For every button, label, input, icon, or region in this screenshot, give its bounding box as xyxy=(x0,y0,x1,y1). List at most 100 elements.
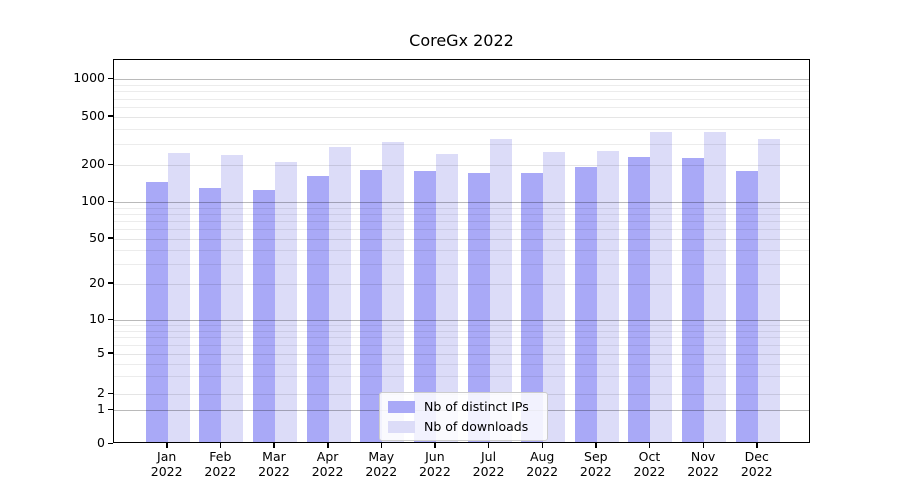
x-tick-label: Mar 2022 xyxy=(242,449,306,479)
legend-item-downloads: Nb of downloads xyxy=(388,418,539,435)
y-tick-label: 500 xyxy=(81,107,105,123)
bar-downloads xyxy=(167,152,190,442)
gridline-minor xyxy=(114,337,809,339)
bar-distinct-ips xyxy=(306,176,329,442)
gridline-mid xyxy=(114,283,809,285)
bar-downloads xyxy=(328,147,351,442)
y-tick-label: 100 xyxy=(81,193,105,208)
x-tick-mark xyxy=(166,443,168,448)
x-tick-label: Aug 2022 xyxy=(510,449,574,479)
gridline-minor xyxy=(114,91,809,93)
x-tick-year: 2022 xyxy=(526,464,559,479)
y-tick-mark xyxy=(108,392,113,395)
bar-downloads xyxy=(704,132,727,442)
bar-downloads xyxy=(650,131,673,442)
gridline-minor xyxy=(114,207,809,209)
gridline-major xyxy=(114,202,809,203)
x-tick-month: Dec xyxy=(744,449,769,464)
y-tick-mark xyxy=(108,318,113,321)
bar-distinct-ips xyxy=(735,170,758,442)
x-tick-label: Jul 2022 xyxy=(457,449,521,479)
gridline-minor xyxy=(114,263,809,265)
bar-distinct-ips xyxy=(252,190,275,442)
gridline-minor xyxy=(114,143,809,145)
x-tick-month: Mar xyxy=(262,449,286,464)
y-tick-label: 1000 xyxy=(73,70,105,86)
y-tick-mark xyxy=(108,442,113,444)
x-tick-mark xyxy=(756,443,758,448)
gridline-minor xyxy=(114,213,809,215)
y-tick-mark xyxy=(108,77,113,80)
x-tick-mark xyxy=(380,443,383,448)
x-tick-mark xyxy=(541,443,544,448)
x-tick-year: 2022 xyxy=(472,464,505,479)
bar-distinct-ips xyxy=(360,170,383,442)
chart-title: CoreGx 2022 xyxy=(409,31,514,50)
x-tick-mark xyxy=(648,443,651,448)
y-tick-label: 200 xyxy=(81,156,105,172)
x-tick-month: Oct xyxy=(638,449,661,464)
legend-label: Nb of downloads xyxy=(424,419,529,434)
gridline-minor xyxy=(114,325,809,327)
x-tick-year: 2022 xyxy=(579,464,612,479)
x-tick-month: Feb xyxy=(209,449,232,464)
x-tick-label: Feb 2022 xyxy=(188,449,252,479)
y-tick-mark xyxy=(108,408,113,411)
y-tick-mark xyxy=(108,282,113,284)
y-tick-mark xyxy=(108,237,113,239)
gridline-mid xyxy=(114,165,809,167)
y-tick-label: 2 xyxy=(97,385,105,401)
x-tick-year: 2022 xyxy=(311,464,344,479)
y-tick-label: 20 xyxy=(89,274,105,290)
x-tick-month: Sep xyxy=(584,449,608,464)
x-tick-month: Nov xyxy=(690,449,716,464)
bar-downloads xyxy=(596,150,619,442)
gridline-mid xyxy=(114,116,809,118)
x-tick-mark xyxy=(702,443,704,448)
gridline-mid xyxy=(114,238,809,240)
bar-distinct-ips xyxy=(574,167,597,442)
x-tick-label: Jan 2022 xyxy=(135,449,199,479)
y-tick-mark xyxy=(108,200,113,202)
x-tick-mark xyxy=(273,443,275,448)
gridline-major xyxy=(114,320,809,322)
x-tick-year: 2022 xyxy=(633,464,666,479)
x-tick-label: Nov 2022 xyxy=(671,449,735,479)
x-tick-year: 2022 xyxy=(687,464,719,479)
gridline-minor xyxy=(114,344,809,346)
gridline-minor xyxy=(114,229,809,231)
bar-distinct-ips xyxy=(199,188,222,442)
bar-downloads xyxy=(757,138,780,442)
legend-label: Nb of distinct IPs xyxy=(424,399,529,414)
x-tick-month: Jun xyxy=(425,449,445,464)
x-tick-year: 2022 xyxy=(150,464,183,479)
x-tick-month: Apr xyxy=(316,449,339,464)
bar-distinct-ips xyxy=(145,182,168,442)
bar-downloads xyxy=(382,141,405,442)
bar-distinct-ips xyxy=(628,157,651,442)
x-tick-label: May 2022 xyxy=(349,449,413,479)
gridline-minor xyxy=(114,249,809,251)
bar-downloads xyxy=(489,139,512,442)
bar-downloads xyxy=(274,161,297,442)
legend-swatch-downloads xyxy=(388,420,415,433)
gridline-minor xyxy=(114,220,809,222)
x-tick-month: Jan xyxy=(157,449,177,464)
legend-item-distinct-ips: Nb of distinct IPs xyxy=(388,398,539,415)
x-tick-year: 2022 xyxy=(365,464,398,479)
gridline-minor xyxy=(114,128,809,130)
x-tick-mark xyxy=(488,443,490,448)
y-tick-mark xyxy=(108,163,113,166)
x-tick-mark xyxy=(434,443,436,448)
bar-downloads xyxy=(221,155,244,442)
x-tick-year: 2022 xyxy=(258,464,290,479)
y-tick-label: 5 xyxy=(97,344,105,360)
bar-distinct-ips xyxy=(413,170,436,442)
x-tick-month: May xyxy=(368,449,395,464)
y-tick-label: 10 xyxy=(89,311,105,327)
y-tick-label: 50 xyxy=(89,229,105,245)
gridline-minor xyxy=(114,98,809,100)
x-tick-label: Oct 2022 xyxy=(617,449,681,479)
gridline-major xyxy=(114,79,809,81)
